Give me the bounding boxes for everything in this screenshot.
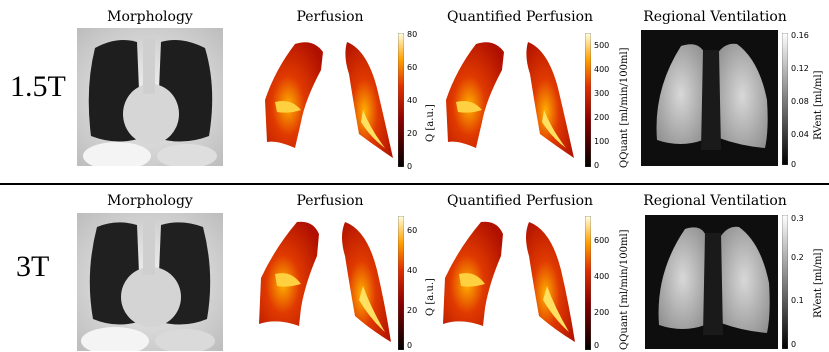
quantified-colorbar-label: QQuant [ml/min/100ml] (619, 229, 630, 350)
ventilation-colorbar-tick: 0.04 (791, 130, 809, 139)
quantified-colorbar-tick: 0 (594, 161, 600, 170)
perfusion-title: Perfusion (296, 193, 364, 209)
quantified-colorbar-tick: 0 (594, 341, 600, 350)
perfusion-colorbar-tick: 0 (407, 162, 413, 171)
quantified-colorbar-tick: 100 (594, 137, 610, 146)
field-strength-label-3t: 3T (16, 250, 50, 283)
ventilation-colorbar (782, 215, 788, 349)
perfusion-title: Perfusion (296, 9, 364, 25)
ventilation-colorbar-tick: 0.1 (791, 296, 804, 305)
perfusion-map (253, 212, 393, 350)
quantified-perfusion-colorbar (585, 216, 591, 350)
morphology-title: Morphology (107, 9, 193, 25)
quantified-perfusion-map (436, 30, 576, 170)
quantified-colorbar-tick: 300 (594, 89, 610, 98)
row-divider (0, 183, 829, 185)
regional-ventilation-title: Regional Ventilation (643, 9, 787, 25)
ventilation-colorbar-label: RVent [ml/ml] (813, 248, 824, 318)
quantified-colorbar-tick: 200 (594, 308, 610, 317)
quantified-colorbar-tick: 200 (594, 113, 610, 122)
perfusion-colorbar-tick: 0 (407, 341, 413, 350)
quantified-perfusion-map (437, 212, 577, 350)
ventilation-colorbar (782, 33, 788, 165)
regional-ventilation-map (641, 30, 778, 166)
morphology-title: Morphology (107, 193, 193, 209)
ventilation-colorbar-tick: 0.12 (791, 64, 809, 73)
quantified-perfusion-title: Quantified Perfusion (446, 193, 594, 209)
ventilation-colorbar-tick: 0 (791, 340, 797, 349)
quantified-colorbar-tick: 500 (594, 41, 610, 50)
regional-ventilation-map (645, 215, 778, 349)
ventilation-colorbar-tick: 0.16 (791, 31, 809, 40)
ventilation-colorbar-tick: 0.2 (791, 253, 804, 262)
perfusion-colorbar-tick: 20 (407, 306, 418, 315)
quantified-colorbar-tick: 400 (594, 65, 610, 74)
perfusion-colorbar-tick: 60 (407, 226, 418, 235)
quantified-colorbar-label: QQuant [ml/min/100ml] (619, 47, 630, 168)
perfusion-colorbar-tick: 20 (407, 129, 418, 138)
perfusion-colorbar (398, 216, 404, 350)
quantified-perfusion-title: Quantified Perfusion (446, 9, 594, 25)
quantified-colorbar-tick: 600 (594, 236, 610, 245)
perfusion-colorbar-tick: 60 (407, 63, 418, 72)
perfusion-colorbar-tick: 80 (407, 30, 418, 39)
perfusion-colorbar-tick: 40 (407, 96, 418, 105)
perfusion-map (255, 30, 395, 170)
ventilation-colorbar-tick: 0.08 (791, 97, 809, 106)
perfusion-colorbar-tick: 40 (407, 266, 418, 275)
morphology-image (77, 28, 223, 166)
field-strength-label-1-5t: 1.5T (10, 70, 66, 103)
morphology-image (77, 213, 223, 351)
quantified-perfusion-colorbar (585, 33, 591, 167)
perfusion-colorbar-label: Q [a.u.] (425, 278, 436, 316)
ventilation-colorbar-tick: 0.3 (791, 214, 804, 223)
ventilation-colorbar-label: RVent [ml/ml] (813, 70, 824, 140)
perfusion-colorbar-label: Q [a.u.] (425, 104, 436, 142)
quantified-colorbar-tick: 400 (594, 272, 610, 281)
regional-ventilation-title: Regional Ventilation (643, 193, 787, 209)
perfusion-colorbar (398, 33, 404, 167)
ventilation-colorbar-tick: 0 (791, 160, 797, 169)
